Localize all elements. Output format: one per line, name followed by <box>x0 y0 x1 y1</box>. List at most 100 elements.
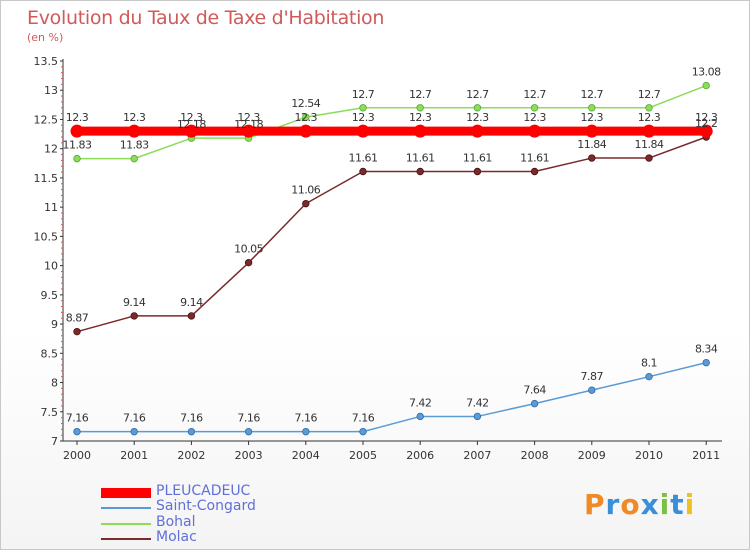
legend-label: Saint-Congard <box>156 498 256 514</box>
data-label: 9.14 <box>123 296 146 309</box>
data-point <box>70 124 84 138</box>
data-point <box>187 427 196 436</box>
x-tick-label: 2006 <box>406 449 434 462</box>
y-tick-label: 9 <box>51 318 58 331</box>
series-lines <box>76 84 707 433</box>
data-label: 12.3 <box>466 111 489 124</box>
proxiti-logo: Proxiti <box>584 488 695 521</box>
x-tick-label: 2008 <box>521 449 549 462</box>
data-label: 12.7 <box>352 88 375 101</box>
data-point <box>473 104 482 112</box>
y-tick-label: 12 <box>44 143 58 156</box>
data-label: 12.3 <box>295 111 318 124</box>
x-tick-label: 2011 <box>692 449 720 462</box>
legend-swatch <box>101 538 151 540</box>
logo-letter: o <box>620 488 641 521</box>
logo-letter: i <box>684 488 696 521</box>
data-point <box>242 124 256 138</box>
x-tick-label: 2009 <box>578 449 606 462</box>
data-label: 12.3 <box>523 111 546 124</box>
data-point <box>645 154 653 162</box>
data-label: 12.7 <box>466 88 489 101</box>
data-point <box>645 104 653 112</box>
data-point <box>73 154 81 163</box>
series-line-saint-congard <box>77 361 707 433</box>
data-label: 12.3 <box>581 111 604 124</box>
data-point <box>473 412 482 421</box>
data-label: 12.3 <box>237 111 260 124</box>
data-point <box>416 167 424 176</box>
y-tick-label: 9.5 <box>41 289 59 302</box>
y-tick-label: 13.5 <box>34 55 59 68</box>
data-point <box>588 154 596 162</box>
data-label: 12.18 <box>234 118 263 131</box>
logo-letter: i <box>659 488 671 521</box>
x-tick-label: 2000 <box>63 449 91 462</box>
data-label: 7.16 <box>123 412 146 425</box>
y-tick-label: 12.5 <box>34 113 59 126</box>
data-label: 12.7 <box>523 88 546 101</box>
data-label: 7.87 <box>581 370 604 383</box>
x-tick-label: 2003 <box>235 449 263 462</box>
legend-label: Molac <box>156 529 197 545</box>
data-label: 12.7 <box>409 88 432 101</box>
series-line-molac <box>76 136 707 333</box>
data-point <box>130 427 138 436</box>
data-point <box>530 399 539 408</box>
legend-swatch <box>101 488 151 498</box>
chart-axes: 7 7.5 8 8.5 9 9.5 10 10.5 11 11.5 12 12.5 13 13.5 2000… <box>34 55 722 462</box>
y-tick-label: 10.5 <box>34 230 59 243</box>
x-tick-label: 2007 <box>463 449 491 462</box>
y-tick-label: 10 <box>44 260 58 273</box>
y-tick-label: 11 <box>44 201 58 214</box>
data-label: 11.84 <box>635 138 664 151</box>
data-point <box>73 427 81 436</box>
data-label: 11.61 <box>520 151 549 164</box>
series-points <box>70 81 713 436</box>
data-point <box>699 124 713 138</box>
x-tick-label: 2001 <box>120 449 148 462</box>
data-point <box>530 104 539 112</box>
legend-label: Bohal <box>156 514 196 530</box>
legend-label: PLEUCADEUC <box>156 483 251 499</box>
data-label: 11.83 <box>63 139 92 152</box>
data-point <box>702 358 710 367</box>
data-point <box>470 124 484 138</box>
chart-title: Evolution du Taux de Taxe d'Habitation <box>27 7 385 29</box>
data-point <box>302 199 310 208</box>
x-tick-label: 2002 <box>177 449 205 462</box>
data-point <box>187 312 196 320</box>
data-point <box>642 124 656 138</box>
data-point <box>528 124 542 138</box>
chart-subtitle: (en %) <box>27 31 64 44</box>
data-point <box>588 104 596 112</box>
data-point <box>356 124 370 138</box>
data-label: 9.14 <box>180 296 203 309</box>
data-label: 12.3 <box>180 111 203 124</box>
data-point <box>413 124 427 138</box>
data-label: 10.05 <box>234 243 263 256</box>
data-point <box>127 124 141 138</box>
data-point <box>73 327 81 336</box>
data-point <box>302 113 310 121</box>
data-point <box>302 427 310 436</box>
data-label: 7.16 <box>237 412 260 425</box>
data-label: 12.3 <box>123 111 146 124</box>
data-point <box>416 104 424 112</box>
data-labels: 7.16 7.16 7.16 7.16 7.16 7.16 7.42 7.42 7.64 7.87… <box>63 66 722 425</box>
y-tick-label: 11.5 <box>34 172 59 185</box>
y-tick-label: 7 <box>51 435 58 448</box>
data-label: 11.83 <box>120 139 149 152</box>
data-label: 8.87 <box>66 312 89 325</box>
data-label: 7.16 <box>295 412 318 425</box>
x-tick-label: 2010 <box>635 449 663 462</box>
data-label: 12.18 <box>177 118 206 131</box>
data-point <box>702 81 710 90</box>
logo-letter: x <box>640 488 660 521</box>
data-point <box>130 154 138 163</box>
data-label: 12.2 <box>695 117 718 130</box>
data-label: 7.64 <box>523 384 546 397</box>
logo-letter: r <box>605 488 621 521</box>
data-point <box>244 258 253 267</box>
